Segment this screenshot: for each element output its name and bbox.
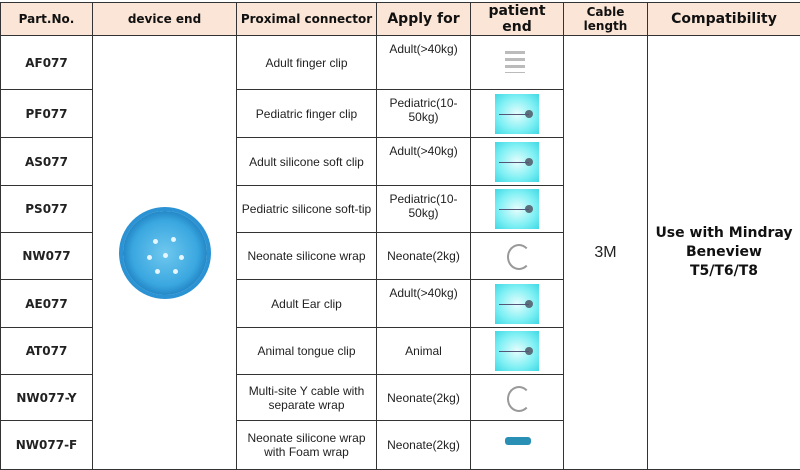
patient-end-cell — [471, 138, 564, 186]
part-number: AE077 — [1, 280, 93, 328]
apply-for: Adult(>40kg) — [377, 280, 471, 328]
patient-end-cell — [471, 233, 564, 280]
proximal-connector: Multi-site Y cable with separate wrap — [237, 375, 377, 421]
header-proximal-connector: Proximal connector — [237, 3, 377, 36]
proximal-connector: Adult Ear clip — [237, 280, 377, 328]
header-device-end: device end — [93, 3, 237, 36]
apply-for: Animal — [377, 328, 471, 375]
connector-image — [123, 211, 207, 295]
apply-for: Pediatric(10-50kg) — [377, 186, 471, 233]
patient-end-image — [495, 378, 539, 418]
header-part-no: Part.No. — [1, 3, 93, 36]
header-compatibility: Compatibility — [648, 3, 800, 36]
patient-end-image — [495, 331, 539, 371]
patient-end-image — [495, 236, 539, 276]
patient-end-cell — [471, 280, 564, 328]
patient-end-cell — [471, 328, 564, 375]
proximal-connector: Animal tongue clip — [237, 328, 377, 375]
patient-end-cell — [471, 421, 564, 470]
patient-end-cell — [471, 186, 564, 233]
patient-end-cell — [471, 375, 564, 421]
proximal-connector: Adult silicone soft clip — [237, 138, 377, 186]
apply-for: Adult(>40kg) — [377, 36, 471, 90]
part-number: AT077 — [1, 328, 93, 375]
part-number: AF077 — [1, 36, 93, 90]
device-end-cell — [93, 36, 237, 470]
apply-for: Neonate(2kg) — [377, 421, 471, 470]
proximal-connector: Adult finger clip — [237, 36, 377, 90]
patient-end-image — [495, 43, 539, 83]
part-number: AS077 — [1, 138, 93, 186]
patient-end-cell — [471, 36, 564, 90]
header-row: Part.No. device end Proximal connector A… — [1, 3, 800, 36]
compatibility: Use with Mindray Beneview T5/T6/T8 — [648, 36, 800, 470]
apply-for: Adult(>40kg) — [377, 138, 471, 186]
part-number: NW077-F — [1, 421, 93, 470]
apply-for: Pediatric(10-50kg) — [377, 90, 471, 138]
proximal-connector: Pediatric silicone soft-tip — [237, 186, 377, 233]
patient-end-image — [495, 94, 539, 134]
header-cable-length: Cable length — [564, 3, 648, 36]
part-number: NW077 — [1, 233, 93, 280]
apply-for: Neonate(2kg) — [377, 233, 471, 280]
patient-end-image — [495, 142, 539, 182]
patient-end-image — [495, 425, 539, 465]
header-patient-end: patient end — [471, 3, 564, 36]
proximal-connector: Neonate silicone wrap with Foam wrap — [237, 421, 377, 470]
proximal-connector: Pediatric finger clip — [237, 90, 377, 138]
patient-end-cell — [471, 90, 564, 138]
proximal-connector: Neonate silicone wrap — [237, 233, 377, 280]
cable-length: 3M — [564, 36, 648, 470]
part-number: PF077 — [1, 90, 93, 138]
part-number: NW077-Y — [1, 375, 93, 421]
part-number: PS077 — [1, 186, 93, 233]
patient-end-image — [495, 189, 539, 229]
header-apply-for: Apply for — [377, 3, 471, 36]
apply-for: Neonate(2kg) — [377, 375, 471, 421]
patient-end-image — [495, 284, 539, 324]
